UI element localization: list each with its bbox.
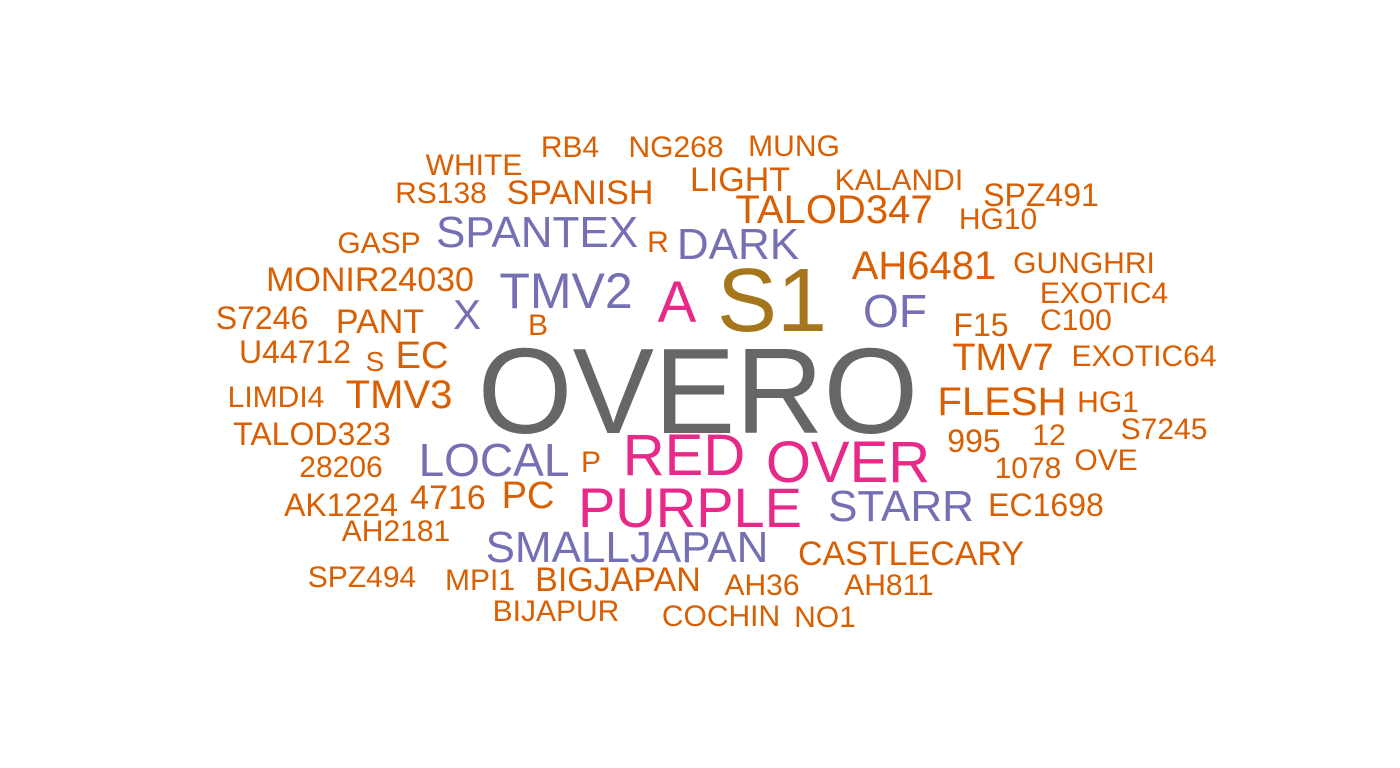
word-ah36: AH36 [724,569,800,602]
word-monir24030: MONIR24030 [266,261,474,299]
word-ah6481: AH6481 [851,244,997,288]
word-1078: 1078 [994,452,1062,485]
word-limdi4: LIMDI4 [227,381,325,414]
word-995: 995 [947,423,1001,459]
word-ak1224: AK1224 [284,487,398,523]
word-of: OF [863,285,927,337]
word-over: OVER [765,430,931,495]
word-b: B [527,309,549,342]
word-bijapur: BIJAPUR [492,595,620,628]
word-mung: MUNG [748,130,840,163]
word-smalljapan: SMALLJAPAN [485,523,769,572]
word-exotic64: EXOTIC64 [1071,340,1217,373]
word-ec: EC [395,335,449,377]
word-light: LIGHT [689,161,791,199]
word-local: LOCAL [418,434,570,486]
word-kalandi: KALANDI [834,164,964,197]
word-spantex: SPANTEX [435,208,639,257]
word-s: S [365,346,385,377]
word-no1: NO1 [794,601,856,634]
word-overo: OVERO [477,323,919,459]
word-starr: STARR [828,482,974,531]
word-red: RED [622,423,746,488]
word-spanish: SPANISH [506,174,654,212]
word-mpi1: MPI1 [444,564,516,597]
word-cochin: COCHIN [661,600,781,633]
word-s1: S1 [716,251,828,351]
word-f15: F15 [953,307,1009,343]
word-gasp: GASP [337,227,421,260]
word-ove: OVE [1074,444,1138,477]
word-pant: PANT [335,303,425,341]
word-exotic4: EXOTIC4 [1039,277,1169,310]
word-s7245: S7245 [1120,413,1208,446]
word-x: X [452,291,482,338]
word-ah2181: AH2181 [341,515,451,548]
word-rs138: RS138 [395,177,487,210]
word-tmv3: TMV3 [345,373,453,417]
word-hg10: HG10 [958,203,1038,236]
word-hg1: HG1 [1077,386,1139,419]
word-ah811: AH811 [844,569,934,602]
word-pc: PC [501,475,555,517]
word-tmv7: TMV7 [952,337,1054,379]
word-bigjapan: BIGJAPAN [535,561,701,599]
word-ec1698: EC1698 [988,487,1104,523]
word-a: A [657,270,697,335]
word-dark: DARK [676,220,800,269]
word-castlecary: CASTLECARY [797,535,1025,573]
word-r: R [647,226,669,259]
word-c100: C100 [1040,304,1112,337]
word-tmv2: TMV2 [499,263,633,319]
word-talod323: TALOD323 [233,416,391,452]
word-s7246: S7246 [215,300,309,336]
word-ng268: NG268 [628,131,724,164]
word-spz494: SPZ494 [307,561,417,594]
word-p: P [580,446,602,479]
word-rb4: RB4 [540,131,600,164]
word-28206: 28206 [299,451,383,484]
word-talod347: TALOD347 [735,188,933,232]
word-u44712: U44712 [238,334,352,370]
word-4716: 4716 [410,479,486,517]
word-spz491: SPZ491 [983,177,1099,213]
word-white: WHITE [425,149,523,182]
word-purple: PURPLE [577,476,803,539]
word-gunghri: GUNGHRI [1013,247,1155,280]
word-flesh: FLESH [937,380,1067,424]
word-12: 12 [1032,419,1066,452]
